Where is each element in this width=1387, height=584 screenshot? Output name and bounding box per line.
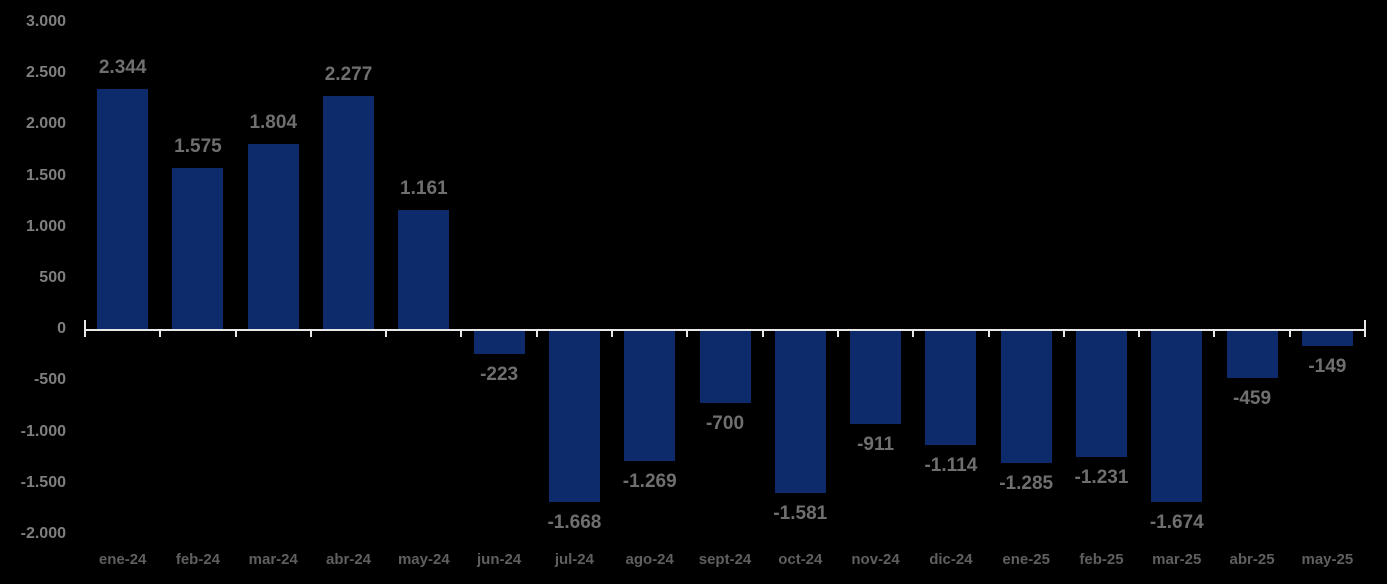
bar	[172, 167, 224, 329]
x-category-label: ene-25	[1002, 551, 1050, 568]
axis-tick	[159, 331, 162, 337]
bar	[774, 331, 826, 493]
bar	[1151, 331, 1203, 503]
bar	[548, 331, 600, 502]
axis-tick	[1138, 331, 1141, 337]
bar	[850, 331, 902, 425]
axis-tick	[1288, 331, 1291, 337]
bar-value-label: -700	[705, 412, 745, 434]
bar	[1301, 331, 1353, 347]
axis-tick	[84, 320, 86, 337]
y-axis-label: -1.500	[20, 473, 66, 491]
axis-tick	[611, 331, 614, 337]
axis-tick	[1364, 320, 1366, 337]
bar	[473, 331, 525, 354]
bar	[398, 210, 450, 329]
y-axis-label: 500	[39, 269, 66, 286]
bar	[97, 88, 149, 329]
bar	[1226, 331, 1278, 378]
bar-value-label: -1.668	[547, 511, 602, 533]
x-category-label: jun-24	[477, 551, 522, 568]
axis-tick	[686, 331, 689, 337]
x-category-label: sept-24	[698, 551, 752, 568]
bar	[247, 144, 299, 329]
x-category-label: ene-24	[98, 551, 147, 568]
axis-tick	[987, 331, 990, 337]
axis-tick	[1213, 331, 1216, 337]
x-category-label: mar-24	[248, 551, 298, 568]
bar-value-label: -1.581	[773, 502, 828, 524]
bar-value-label: -1.269	[622, 470, 677, 492]
y-axis-label: 3.000	[25, 13, 66, 30]
bar-value-label: -459	[1233, 388, 1272, 409]
x-category-label: mar-25	[1152, 551, 1202, 568]
bar-value-label: 2.344	[98, 56, 147, 78]
bar	[624, 331, 676, 461]
x-category-label: ago-24	[625, 551, 674, 568]
x-category-label: may-24	[397, 551, 450, 568]
bar-value-label: 2.277	[324, 63, 373, 85]
y-axis-label: 0	[57, 320, 66, 338]
x-category-label: feb-24	[175, 551, 221, 568]
bar-value-label: 1.575	[174, 135, 222, 157]
bar-value-label: -1.674	[1149, 512, 1204, 534]
bar	[1075, 331, 1127, 458]
bar-value-label: -149	[1308, 356, 1347, 378]
bar	[699, 331, 751, 403]
axis-tick	[535, 331, 538, 337]
axis-tick	[912, 331, 915, 337]
bar	[925, 331, 977, 446]
x-category-label: abr-25	[1229, 551, 1275, 568]
y-axis-label: 1.500	[25, 166, 66, 184]
x-category-label: oct-24	[778, 551, 823, 568]
bar-value-label: 1.804	[249, 112, 298, 134]
x-axis-line	[85, 329, 1365, 331]
axis-tick	[761, 331, 764, 337]
bar-value-label: -911	[857, 434, 895, 456]
axis-tick	[385, 331, 388, 337]
x-category-label: may-25	[1301, 551, 1354, 568]
y-axis-label: -1.000	[20, 422, 66, 440]
bar	[323, 95, 375, 329]
bar	[1000, 331, 1052, 463]
axis-tick	[309, 331, 312, 337]
y-axis-label: 2.000	[25, 115, 66, 133]
y-axis-label: -500	[33, 371, 66, 389]
bar-value-label: -1.231	[1074, 467, 1129, 489]
x-category-label: dic-24	[929, 551, 973, 568]
y-axis-label: -2.000	[20, 525, 66, 542]
x-category-label: jul-24	[554, 551, 594, 568]
axis-tick	[1062, 331, 1065, 337]
bar-value-label: 1.161	[400, 178, 448, 200]
bar-value-label: -223	[480, 363, 519, 385]
axis-tick	[460, 331, 463, 337]
y-axis-label: 2.500	[25, 64, 66, 82]
x-category-label: abr-24	[326, 551, 372, 568]
axis-tick	[234, 331, 237, 337]
x-category-label: feb-25	[1079, 551, 1124, 568]
bar-value-label: -1.285	[999, 472, 1054, 494]
x-category-label: nov-24	[851, 551, 900, 568]
axis-tick	[836, 331, 839, 337]
y-axis-label: 1.000	[25, 217, 66, 235]
bar-value-label: -1.114	[924, 455, 978, 477]
